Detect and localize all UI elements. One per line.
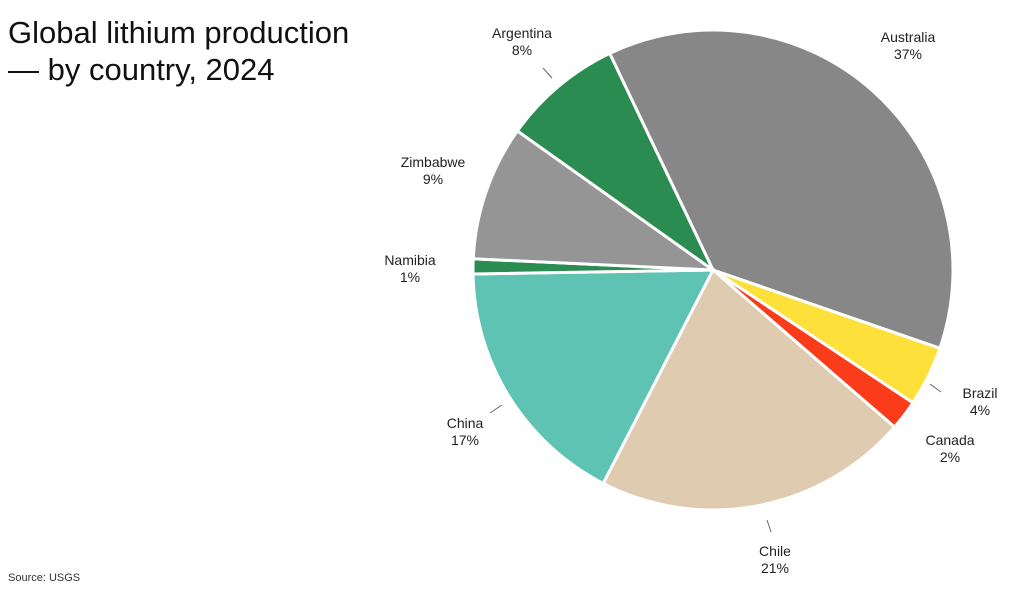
slice-label-value-brazil: 4% xyxy=(970,402,990,418)
leader-line-chile xyxy=(766,519,772,533)
slice-label-name-zimbabwe: Zimbabwe xyxy=(401,154,466,170)
title-line-1: Global lithium production xyxy=(8,15,350,50)
slice-label-value-china: 17% xyxy=(451,432,479,448)
slice-label-name-argentina: Argentina xyxy=(492,25,552,41)
slice-label-value-chile: 21% xyxy=(761,560,789,576)
leader-line-china xyxy=(489,404,503,414)
source-note: Source: USGS xyxy=(8,572,81,584)
slice-label-name-australia: Australia xyxy=(881,29,936,45)
slice-label-name-chile: Chile xyxy=(759,543,791,559)
leader-line-argentina xyxy=(542,67,553,79)
pie-slice-argentina xyxy=(515,51,717,275)
title-line-2: — by country, 2024 xyxy=(8,52,275,87)
chart-title: Global lithium production — by country, … xyxy=(8,14,349,88)
slice-label-value-australia: 37% xyxy=(894,46,922,62)
leader-line-brazil xyxy=(929,383,942,393)
pie-slice-zimbabwe xyxy=(471,128,719,272)
slice-label-name-china: China xyxy=(447,415,484,431)
slice-label-value-argentina: 8% xyxy=(512,42,532,58)
pie-slice-chile xyxy=(601,267,897,512)
pie-slice-china xyxy=(471,268,716,486)
slice-label-name-namibia: Namibia xyxy=(384,252,436,268)
slice-label-name-brazil: Brazil xyxy=(962,385,997,401)
slice-label-value-namibia: 1% xyxy=(400,269,420,285)
slice-label-value-canada: 2% xyxy=(940,449,960,465)
slice-label-name-canada: Canada xyxy=(925,432,974,448)
pie-slice-australia xyxy=(607,28,955,351)
slice-label-value-zimbabwe: 9% xyxy=(423,171,443,187)
